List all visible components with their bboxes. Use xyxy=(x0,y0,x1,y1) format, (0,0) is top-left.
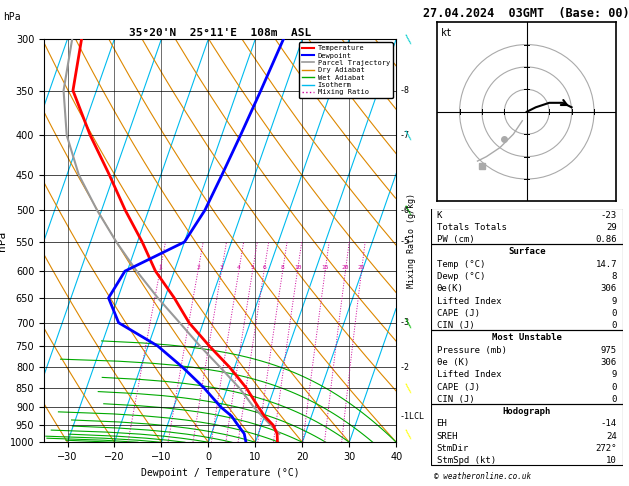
Y-axis label: hPa: hPa xyxy=(0,230,7,251)
X-axis label: Dewpoint / Temperature (°C): Dewpoint / Temperature (°C) xyxy=(141,468,299,478)
Text: 0: 0 xyxy=(611,321,617,330)
Text: 3: 3 xyxy=(220,265,223,270)
Text: kt: kt xyxy=(441,28,452,37)
Text: Temp (°C): Temp (°C) xyxy=(437,260,485,269)
Text: θe (K): θe (K) xyxy=(437,358,469,367)
Text: 0.86: 0.86 xyxy=(596,235,617,244)
Text: Surface: Surface xyxy=(508,247,545,257)
Text: CIN (J): CIN (J) xyxy=(437,321,474,330)
Text: -5: -5 xyxy=(399,238,409,246)
Text: Mixing Ratio (g/kg): Mixing Ratio (g/kg) xyxy=(408,193,416,288)
Text: -6: -6 xyxy=(399,206,409,214)
Text: 975: 975 xyxy=(601,346,617,355)
Text: EH: EH xyxy=(437,419,447,428)
Text: 0: 0 xyxy=(611,382,617,392)
Text: Dewp (°C): Dewp (°C) xyxy=(437,272,485,281)
Text: 8: 8 xyxy=(281,265,285,270)
Text: 10: 10 xyxy=(294,265,301,270)
Title: 35°20'N  25°11'E  108m  ASL: 35°20'N 25°11'E 108m ASL xyxy=(129,28,311,38)
Text: 9: 9 xyxy=(611,370,617,379)
Text: 8: 8 xyxy=(611,272,617,281)
Text: /: / xyxy=(403,428,415,440)
Text: Totals Totals: Totals Totals xyxy=(437,223,506,232)
Text: Most Unstable: Most Unstable xyxy=(492,333,562,343)
Text: /: / xyxy=(403,33,415,45)
Text: /: / xyxy=(403,129,415,141)
Text: 6: 6 xyxy=(262,265,266,270)
Text: CAPE (J): CAPE (J) xyxy=(437,382,480,392)
Text: Pressure (mb): Pressure (mb) xyxy=(437,346,506,355)
Text: K: K xyxy=(437,210,442,220)
Text: -2: -2 xyxy=(399,363,409,372)
Text: Lifted Index: Lifted Index xyxy=(437,370,501,379)
Text: 5: 5 xyxy=(251,265,255,270)
Text: SREH: SREH xyxy=(437,432,458,441)
Text: 24: 24 xyxy=(606,432,617,441)
Text: 14.7: 14.7 xyxy=(596,260,617,269)
Text: -1LCL: -1LCL xyxy=(399,412,425,421)
Text: 1: 1 xyxy=(159,265,162,270)
Text: 306: 306 xyxy=(601,284,617,293)
Text: 0: 0 xyxy=(611,395,617,404)
Text: -3: -3 xyxy=(399,318,409,327)
Text: PW (cm): PW (cm) xyxy=(437,235,474,244)
Text: θe(K): θe(K) xyxy=(437,284,464,293)
Text: -7: -7 xyxy=(399,131,409,140)
Text: CAPE (J): CAPE (J) xyxy=(437,309,480,318)
Text: © weatheronline.co.uk: © weatheronline.co.uk xyxy=(434,472,531,481)
Text: 29: 29 xyxy=(606,223,617,232)
Text: 2: 2 xyxy=(196,265,200,270)
Text: /: / xyxy=(403,204,415,216)
Text: StmSpd (kt): StmSpd (kt) xyxy=(437,456,496,465)
Text: hPa: hPa xyxy=(3,12,21,22)
Legend: Temperature, Dewpoint, Parcel Trajectory, Dry Adiabat, Wet Adiabat, Isotherm, Mi: Temperature, Dewpoint, Parcel Trajectory… xyxy=(299,42,392,98)
Text: CIN (J): CIN (J) xyxy=(437,395,474,404)
Text: /: / xyxy=(403,382,415,394)
Text: 272°: 272° xyxy=(596,444,617,453)
Text: 0: 0 xyxy=(611,309,617,318)
Text: -23: -23 xyxy=(601,210,617,220)
Text: 20: 20 xyxy=(342,265,349,270)
Text: Hodograph: Hodograph xyxy=(503,407,551,416)
Text: -14: -14 xyxy=(601,419,617,428)
Text: Lifted Index: Lifted Index xyxy=(437,296,501,306)
Text: 25: 25 xyxy=(358,265,365,270)
Text: 4: 4 xyxy=(237,265,241,270)
Text: StmDir: StmDir xyxy=(437,444,469,453)
Text: 306: 306 xyxy=(601,358,617,367)
Text: 15: 15 xyxy=(321,265,329,270)
Text: 27.04.2024  03GMT  (Base: 00): 27.04.2024 03GMT (Base: 00) xyxy=(423,7,629,20)
Text: -8: -8 xyxy=(399,86,409,95)
Text: 9: 9 xyxy=(611,296,617,306)
Text: 10: 10 xyxy=(606,456,617,465)
Text: /: / xyxy=(403,317,415,329)
